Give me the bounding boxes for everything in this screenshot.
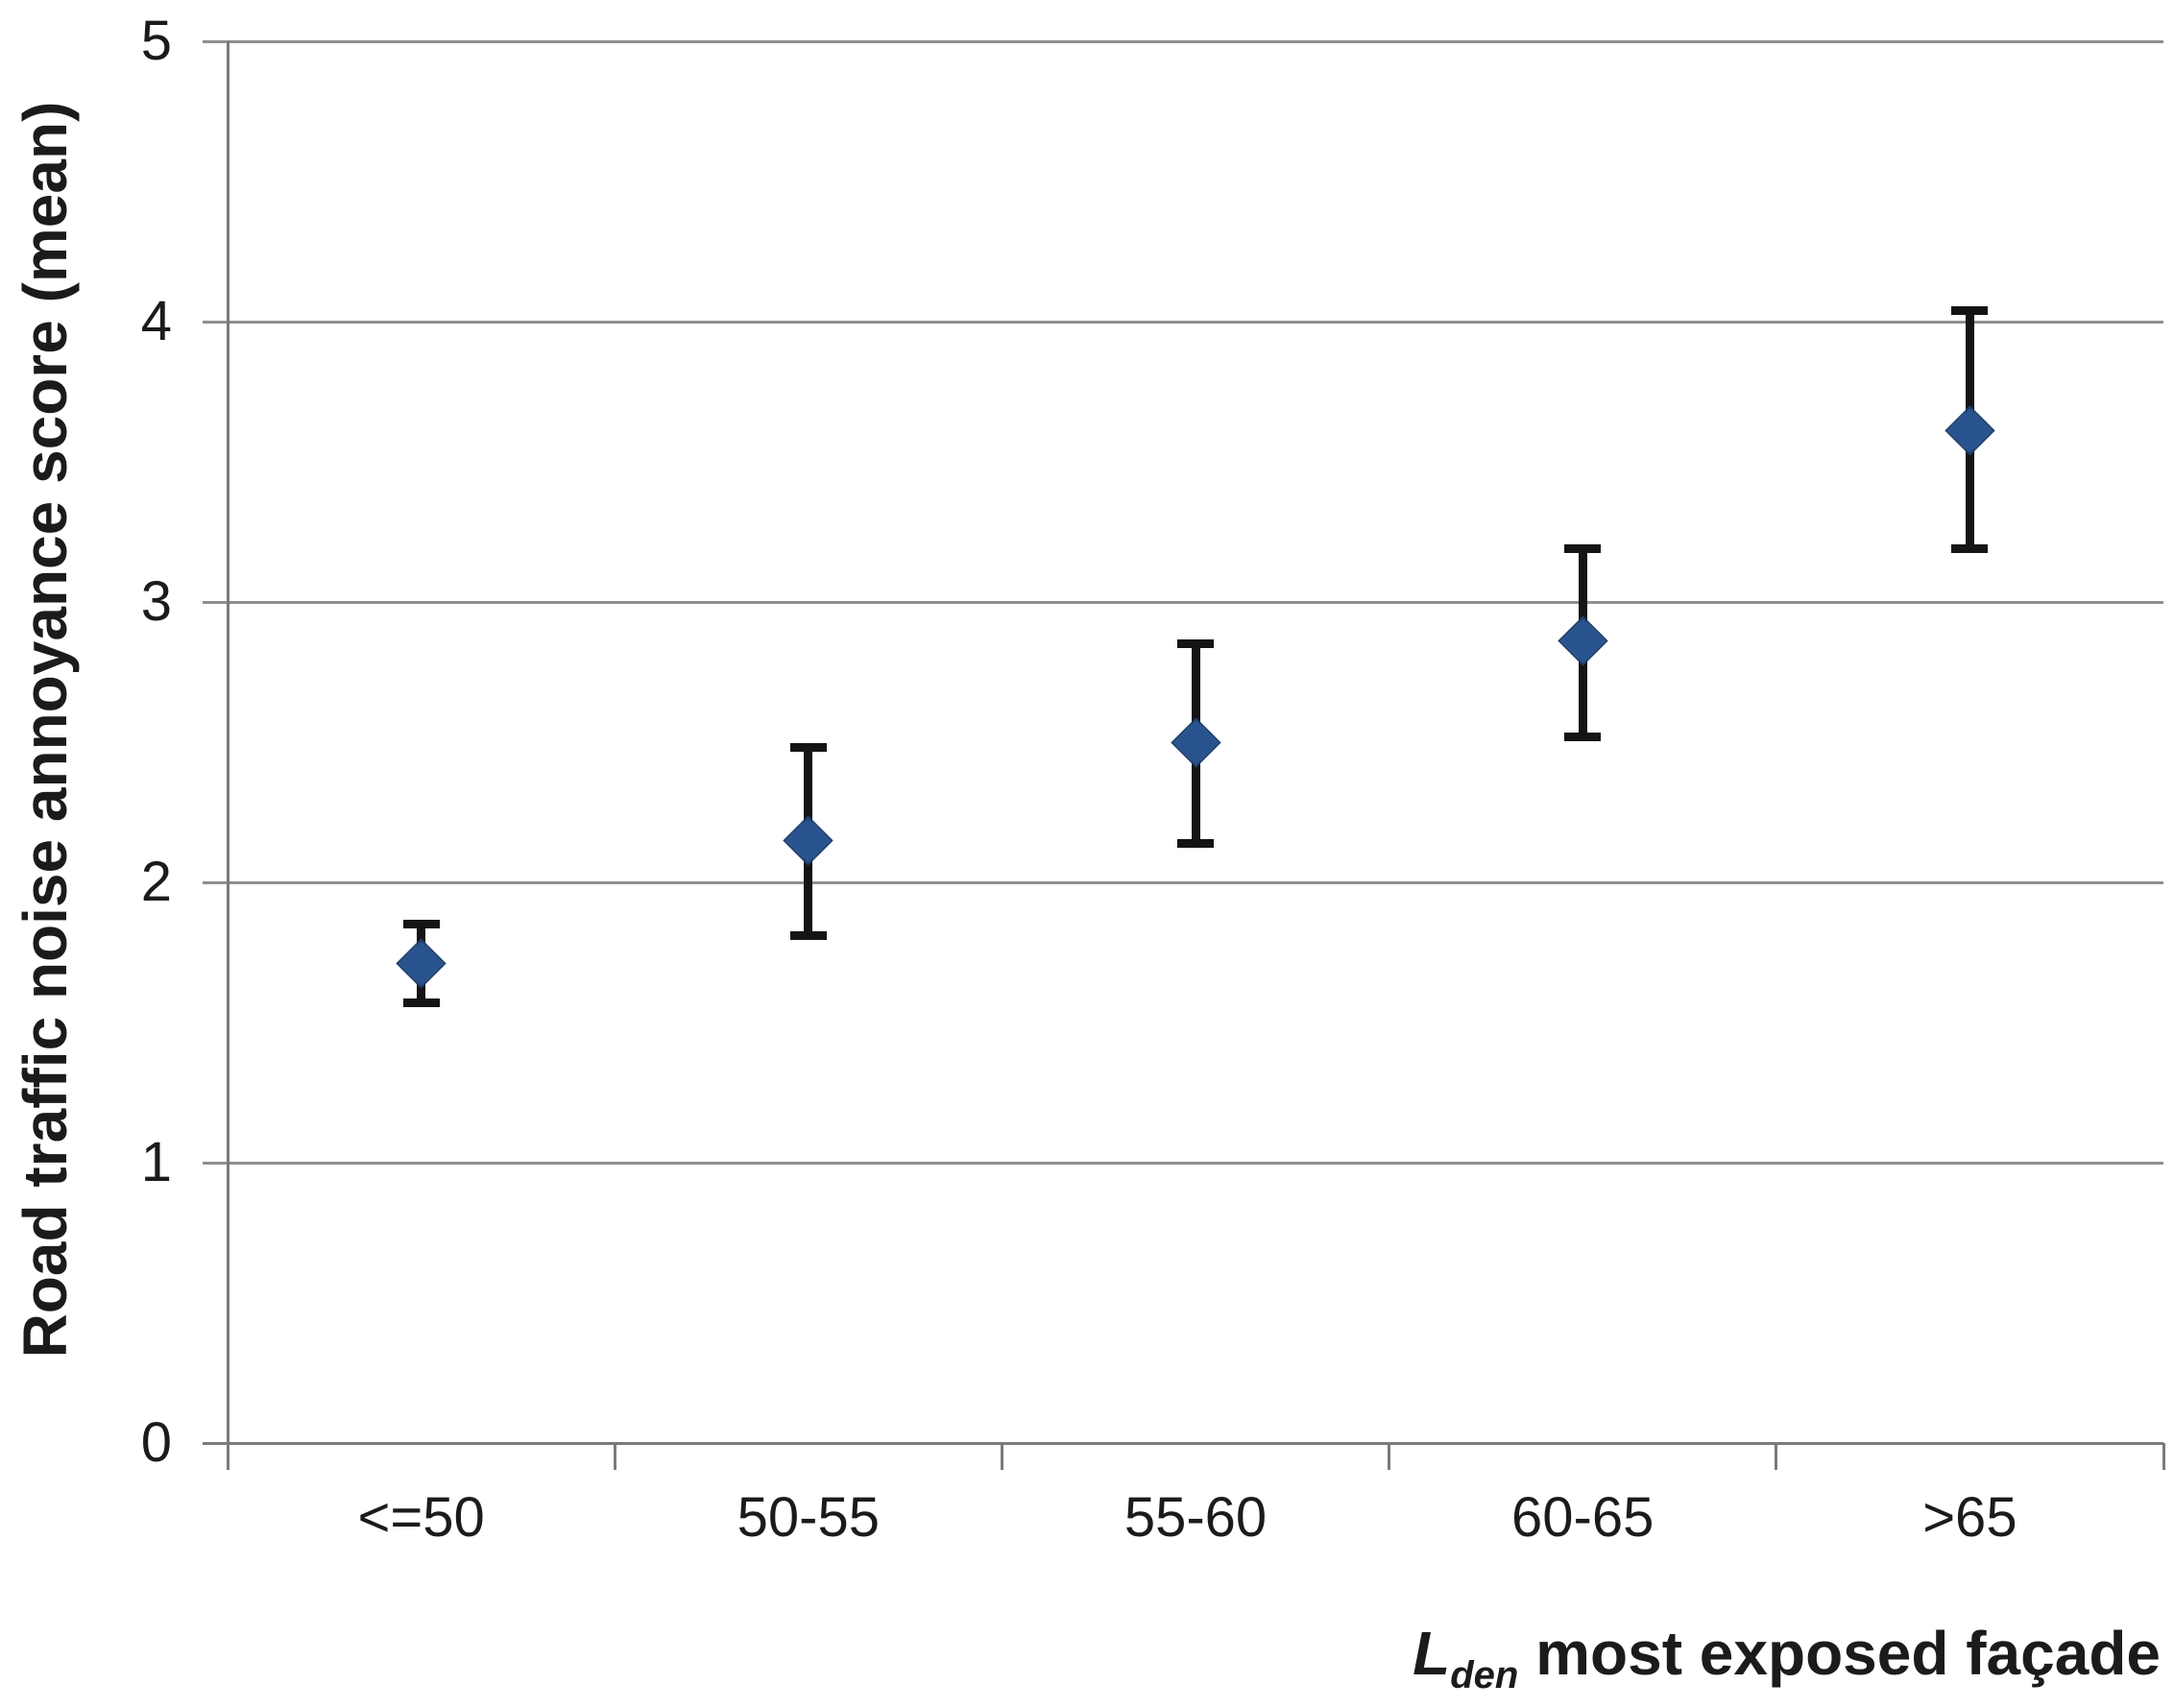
x-axis-line <box>203 1441 2163 1445</box>
x-tick <box>1775 1443 1778 1470</box>
error-bar-cap-top <box>402 920 440 929</box>
data-point-marker <box>1558 615 1608 667</box>
error-bar-cap-bottom <box>1177 838 1214 848</box>
error-bar-cap-bottom <box>1951 544 1989 554</box>
data-point-marker <box>783 815 833 866</box>
y-axis-line <box>226 41 229 1470</box>
gridline <box>203 600 2163 604</box>
x-axis-title-symbol: L <box>1413 1619 1451 1688</box>
x-category-label: >65 <box>1922 1486 2017 1549</box>
error-bar-cap-bottom <box>789 930 827 940</box>
x-tick <box>1000 1443 1003 1470</box>
x-axis-title-subscript: den <box>1450 1654 1519 1696</box>
x-category-label: 55-60 <box>1123 1486 1268 1549</box>
x-category-label: 60-65 <box>1511 1486 1655 1549</box>
y-tick-label: 4 <box>140 290 172 352</box>
y-tick-label: 3 <box>140 570 172 633</box>
x-axis-title: Lden most exposed façade <box>1413 1618 2161 1695</box>
error-bar-cap-bottom <box>402 998 440 1008</box>
error-bar-cap-bottom <box>1564 732 1602 741</box>
data-point-marker <box>1945 405 1995 457</box>
x-tick <box>2162 1443 2165 1470</box>
y-tick-label: 2 <box>140 851 172 913</box>
x-tick <box>226 1443 229 1470</box>
gridline <box>203 39 2163 43</box>
x-category-label: <=50 <box>357 1486 485 1549</box>
gridline <box>203 880 2163 884</box>
x-category-label: 50-55 <box>737 1486 880 1549</box>
data-point-marker <box>1170 716 1221 768</box>
x-tick <box>613 1443 616 1470</box>
y-tick-label: 1 <box>140 1131 172 1193</box>
error-bar-cap-top <box>1564 544 1602 554</box>
error-bar-cap-top <box>1177 639 1214 649</box>
y-tick-label: 0 <box>140 1411 172 1474</box>
error-bar-cap-top <box>789 743 827 753</box>
error-bar-cap-top <box>1951 305 1989 315</box>
gridline <box>203 1161 2163 1165</box>
gridline <box>203 320 2163 324</box>
x-tick <box>1388 1443 1391 1470</box>
data-point-marker <box>396 938 447 989</box>
y-tick-label: 5 <box>140 10 172 72</box>
x-axis-title-text: most exposed façade <box>1518 1619 2161 1688</box>
